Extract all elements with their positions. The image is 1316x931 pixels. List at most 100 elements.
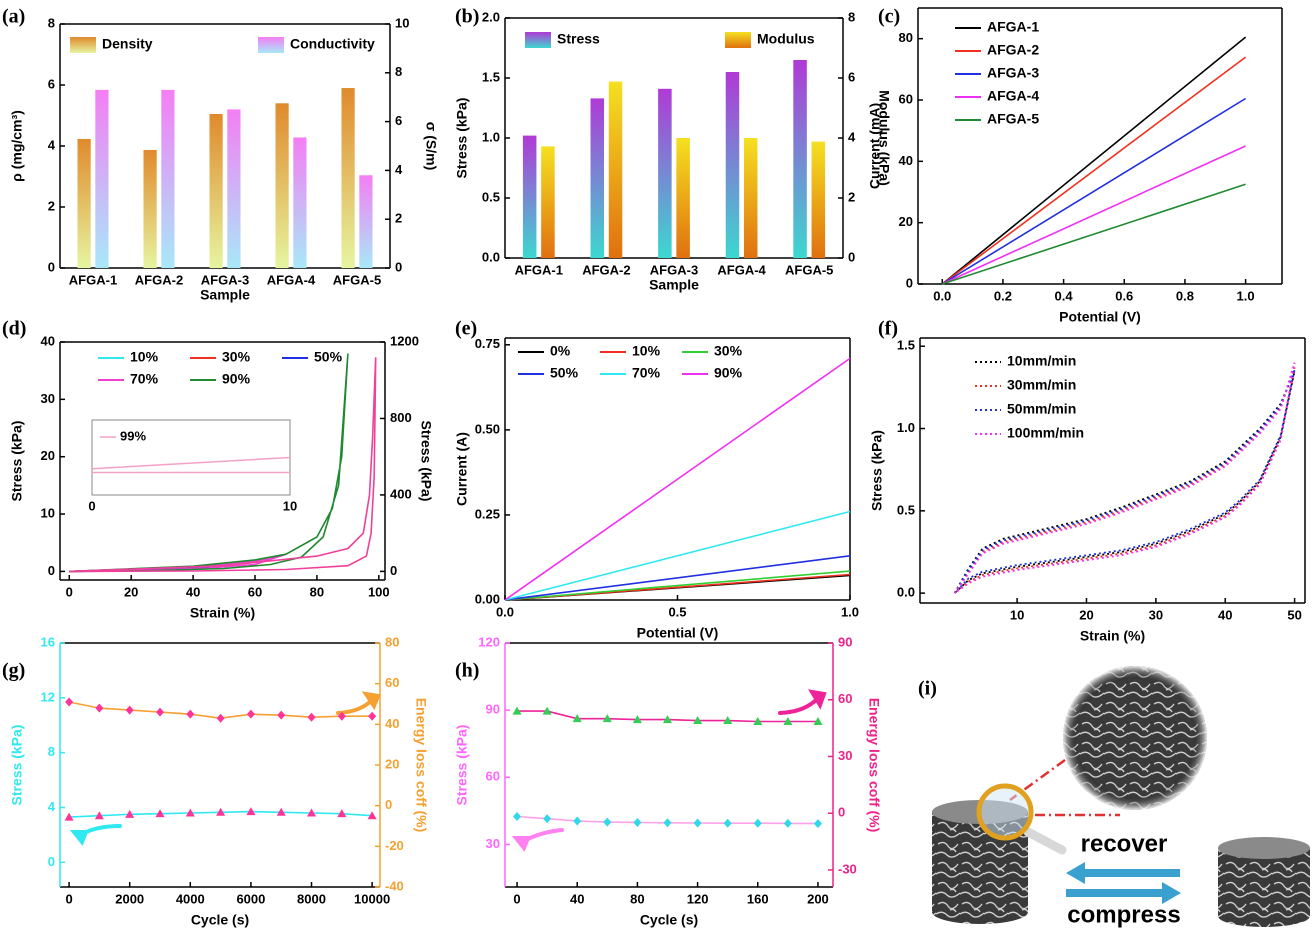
- x-tick-label: 8000: [297, 891, 326, 906]
- legend-label: Conductivity: [290, 36, 375, 52]
- y-tick-label: 0.5: [482, 189, 500, 204]
- x-tick-label: 0.6: [1115, 288, 1133, 303]
- x-axis-title: Cycle (s): [640, 912, 698, 928]
- marker: [694, 818, 702, 827]
- marker: [754, 819, 762, 828]
- y2-tick-label: 8: [395, 64, 402, 79]
- bar: [359, 175, 372, 268]
- compressed-cylinder-top: [1218, 837, 1310, 859]
- marker: [784, 819, 792, 828]
- x-axis-title: Sample: [649, 277, 699, 293]
- y-tick-label: 0.5: [897, 502, 915, 517]
- bar: [676, 138, 690, 258]
- bar: [541, 146, 555, 258]
- marker: [95, 704, 103, 713]
- legend-label: AFGA-4: [987, 88, 1039, 104]
- legend-label: 70%: [130, 371, 159, 387]
- line-series: [955, 363, 1295, 593]
- foam-cylinder-bottom: [932, 900, 1028, 924]
- legend-label: 100mm/min: [1007, 425, 1084, 441]
- line-series: [942, 184, 1245, 284]
- panel: (e)0.000.250.500.750.00.51.0Potential (V…: [454, 318, 859, 641]
- legend-label: 10%: [632, 343, 661, 359]
- bar: [77, 139, 90, 268]
- x-tick-label: AFGA-5: [333, 272, 381, 287]
- x-tick-label: 200: [807, 891, 829, 906]
- magnifier-handle: [1028, 832, 1062, 850]
- legend-label: Modulus: [757, 31, 815, 47]
- bar: [726, 72, 740, 258]
- y-axis-title: ρ (mg/cm³): [9, 110, 25, 182]
- y-tick-label: 2: [48, 198, 55, 213]
- y2-tick-label: 10: [395, 15, 409, 30]
- x-tick-label: 50: [1287, 607, 1301, 622]
- y-axis-title: Stress (kPa): [454, 725, 470, 806]
- line-series: [955, 368, 1295, 593]
- legend-label: Density: [102, 36, 153, 52]
- x-tick-label: 0.5: [668, 604, 686, 619]
- y-tick-label: 60: [899, 91, 913, 106]
- x-tick-label: 0.0: [933, 288, 951, 303]
- x-tick-label: 2000: [115, 891, 144, 906]
- y-tick-label: 0: [48, 854, 55, 869]
- line-series: [955, 371, 1295, 593]
- y2-tick-label: -20: [385, 838, 404, 853]
- legend-swatch: [525, 32, 551, 48]
- x-axis-title: Strain (%): [1080, 628, 1145, 644]
- axis-arrows: [74, 692, 824, 848]
- marker: [663, 818, 671, 827]
- x-tick-label: 80: [630, 891, 644, 906]
- x-tick-label: 0: [65, 891, 72, 906]
- x-tick-label: 20: [1079, 607, 1093, 622]
- line-series: [505, 358, 850, 600]
- x-tick-label: 80: [310, 584, 324, 599]
- bar: [523, 136, 537, 258]
- y-tick-label: 40: [41, 333, 55, 348]
- marker: [308, 713, 316, 722]
- x-tick-label: 120: [687, 891, 709, 906]
- y-tick-label: 0.0: [482, 249, 500, 264]
- legend-swatch: [725, 32, 751, 48]
- x-tick-label: AFGA-2: [135, 272, 183, 287]
- y-tick-label: 120: [478, 634, 500, 649]
- y-tick-label: 60: [486, 769, 500, 784]
- y2-tick-label: 20: [385, 756, 399, 771]
- x-tick-label: AFGA-4: [267, 272, 316, 287]
- x-tick-label: 60: [248, 584, 262, 599]
- y-tick-label: 0: [48, 563, 55, 578]
- x-tick-label: 10000: [354, 891, 390, 906]
- marker: [543, 814, 551, 823]
- y-tick-label: 0.25: [475, 506, 500, 521]
- x-tick-label: 30: [1149, 607, 1163, 622]
- legend-label: 50mm/min: [1007, 401, 1076, 417]
- y2-tick-label: -30: [838, 861, 857, 876]
- marker: [217, 714, 225, 723]
- y2-tick-label: 30: [838, 748, 852, 763]
- bar: [591, 98, 605, 258]
- marker: [65, 697, 73, 706]
- y2-tick-label: 60: [838, 691, 852, 706]
- y-axis-title: Stress (kPa): [869, 430, 885, 511]
- y2-axis-title: σ (S/m): [423, 122, 439, 170]
- y-tick-label: 1.0: [482, 129, 500, 144]
- x-tick-label: 0: [66, 584, 73, 599]
- x-tick-label: 0.2: [994, 288, 1012, 303]
- y2-tick-label: 4: [848, 129, 856, 144]
- legend-label: 30%: [222, 349, 251, 365]
- y2-tick-label: 0: [395, 259, 402, 274]
- marker: [513, 812, 521, 821]
- x-tick-label: AFGA-2: [582, 262, 630, 277]
- y-axis-title: Stress (kPa): [9, 725, 25, 806]
- legend-label: AFGA-5: [987, 111, 1039, 127]
- y-tick-label: 1.5: [897, 338, 915, 353]
- marker: [186, 710, 194, 719]
- inset-tick-label: 0: [88, 498, 95, 513]
- bar: [658, 89, 672, 258]
- legend-label: 10%: [130, 349, 159, 365]
- inset-line: [92, 458, 290, 469]
- legend-label: AFGA-3: [987, 65, 1039, 81]
- marker: [814, 819, 822, 828]
- panel: (d)01020304004008001200020406080100Strai…: [2, 318, 434, 621]
- y-tick-label: 0: [48, 259, 55, 274]
- x-tick-label: 20: [124, 584, 138, 599]
